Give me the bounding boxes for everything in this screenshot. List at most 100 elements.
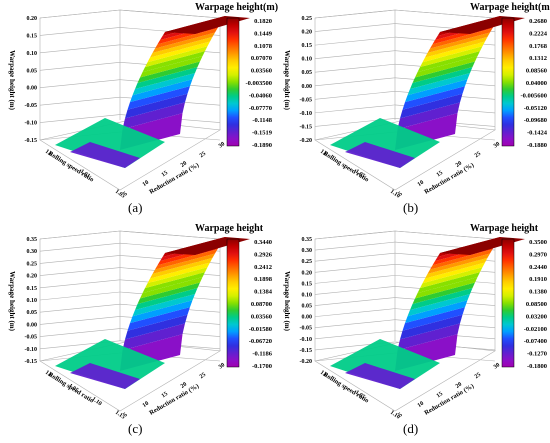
surface-band bbox=[147, 262, 210, 284]
colorbar-tick-label: 0.3500 bbox=[529, 239, 547, 246]
y-tick-label: 1.0 bbox=[319, 149, 329, 158]
z-tick-label: -0.15 bbox=[25, 138, 38, 144]
colorbar-tick-label: -0.1186 bbox=[252, 351, 272, 358]
colorbar-tick-label: -0.1519 bbox=[252, 130, 273, 137]
z-tick-label: 0.00 bbox=[27, 322, 38, 328]
colorbar-tick-label: 0.03560 bbox=[251, 68, 272, 75]
surface-band bbox=[132, 293, 195, 317]
z-axis-label: Warpage height (m) bbox=[8, 50, 16, 111]
surface-band bbox=[415, 277, 478, 299]
z-tick-label: 0.15 bbox=[302, 43, 313, 49]
surface-band bbox=[412, 282, 475, 305]
colorbar bbox=[226, 238, 240, 368]
colorbar-tick-label: 0.1768 bbox=[529, 43, 548, 50]
surface-band bbox=[137, 61, 200, 84]
x-tick-label: 10 bbox=[417, 180, 425, 188]
z-axis-label: Warpage height (m) bbox=[283, 50, 291, 111]
y-tick-label: 1.0 bbox=[44, 370, 54, 379]
y-tick-label: 1.01 bbox=[79, 169, 91, 180]
colorbar-tick-label: 0.2970 bbox=[529, 251, 547, 258]
x-tick-label: 30 bbox=[493, 141, 501, 149]
colorbar-tick-label: -0.07770 bbox=[249, 105, 272, 112]
z-tick-label: 0.10 bbox=[27, 298, 38, 304]
z-tick-label: -0.10 bbox=[25, 121, 38, 127]
x-tick-label: 5 bbox=[398, 191, 404, 198]
z-tick-label: 0.10 bbox=[302, 57, 313, 63]
warpage-surface bbox=[330, 16, 525, 168]
surface-trough bbox=[70, 363, 140, 389]
chart-panel: 0.35 0.30 0.25 0.20 0.15 0.10 0.05 0.00 -0.05 -0.… bbox=[275, 221, 550, 442]
warpage-surface bbox=[55, 237, 250, 389]
z-tick-label: 0.05 bbox=[302, 70, 313, 76]
surface-band bbox=[430, 28, 493, 49]
y-tick-label: 1.10 bbox=[389, 189, 401, 200]
surface-band bbox=[407, 72, 470, 96]
surface-band bbox=[425, 257, 488, 279]
x-tick-label: 25 bbox=[199, 372, 207, 380]
colorbar-tick-label: -0.1700 bbox=[252, 363, 272, 370]
colorbar-tick-label: -0.1890 bbox=[252, 142, 272, 149]
z-tick-label: -0.05 bbox=[300, 326, 313, 332]
panel-caption: (c) bbox=[128, 421, 143, 436]
colorbar-tick-label: -0.05120 bbox=[524, 105, 547, 112]
colorbar-tick-label: -0.003500 bbox=[245, 80, 272, 87]
z-tick-label: -0.15 bbox=[300, 124, 313, 130]
colorbar bbox=[501, 238, 515, 368]
x-tick-label: 15 bbox=[161, 170, 169, 178]
surface-band bbox=[427, 253, 490, 274]
z-tick-label: 0.20 bbox=[27, 274, 38, 280]
x-tick-label: 25 bbox=[199, 151, 207, 159]
surface-band bbox=[410, 67, 473, 89]
colorbar-tick-label: 0.1898 bbox=[254, 276, 273, 283]
colorbar-tick-label: 0.03200 bbox=[526, 313, 547, 320]
surface-band bbox=[132, 72, 195, 96]
y-tick-label: 1.15 bbox=[114, 410, 126, 421]
chart-panel: 0.35 0.30 0.25 0.20 0.15 0.10 0.05 0.00 -0.05 -0.… bbox=[0, 221, 275, 442]
x-tick-label: 30 bbox=[493, 362, 501, 370]
surface-band bbox=[427, 32, 490, 53]
surface-band bbox=[405, 79, 468, 103]
z-tick-label: -0.20 bbox=[300, 138, 313, 144]
panel-caption: (a) bbox=[128, 200, 143, 215]
colorbar-title: Warpage height(m) bbox=[195, 2, 279, 13]
x-tick-label: 5 bbox=[398, 412, 404, 419]
y-tick-label: 1.0 bbox=[44, 149, 54, 158]
x-tick-label: 30 bbox=[218, 362, 226, 370]
z-tick-label: -0.10 bbox=[300, 111, 313, 117]
surface-band bbox=[400, 314, 463, 340]
surface-band bbox=[150, 36, 213, 58]
z-tick-label: 0.10 bbox=[27, 51, 38, 57]
warpage-surface bbox=[55, 16, 250, 168]
z-tick-label: 0.15 bbox=[27, 33, 38, 39]
surface-band bbox=[422, 262, 485, 284]
x-tick-label: 20 bbox=[180, 381, 188, 389]
z-tick-label: 0.30 bbox=[302, 248, 313, 254]
surface-band bbox=[397, 323, 460, 351]
colorbar-tick-label: -0.1800 bbox=[527, 363, 547, 370]
x-tick-label: 15 bbox=[436, 170, 444, 178]
y-tick-label: 1.05 bbox=[114, 189, 126, 200]
colorbar-tick-label: 0.2412 bbox=[254, 264, 272, 271]
z-tick-label: -0.15 bbox=[300, 348, 313, 354]
surface-base bbox=[55, 339, 165, 389]
surface-band bbox=[417, 51, 480, 73]
surface-base bbox=[330, 339, 440, 389]
z-tick-label: 0.05 bbox=[27, 68, 38, 74]
surface-band bbox=[135, 67, 198, 89]
surface-base bbox=[330, 118, 440, 168]
surface-band bbox=[127, 307, 190, 331]
y-tick-label: 1.05 bbox=[354, 390, 366, 401]
surface-band bbox=[150, 257, 213, 279]
z-tick-label: 0.00 bbox=[302, 315, 313, 321]
surface-band bbox=[145, 46, 208, 68]
x-tick-label: 20 bbox=[455, 381, 463, 389]
surface-plot: 0.25 0.20 0.15 0.10 0.05 0.00 -0.05 -0.10 -0.15 -… bbox=[283, 9, 548, 200]
colorbar-tick-label: 0.08500 bbox=[526, 301, 547, 308]
colorbar-tick-label: 0.08700 bbox=[251, 301, 272, 308]
surface-band bbox=[407, 293, 470, 317]
z-tick-label: 0.35 bbox=[27, 237, 38, 243]
surface-band bbox=[127, 86, 190, 110]
colorbar-tick-label: -0.07400 bbox=[524, 338, 547, 345]
colorbar-tick-label: 0.1312 bbox=[529, 55, 547, 62]
surface-band bbox=[417, 272, 480, 294]
